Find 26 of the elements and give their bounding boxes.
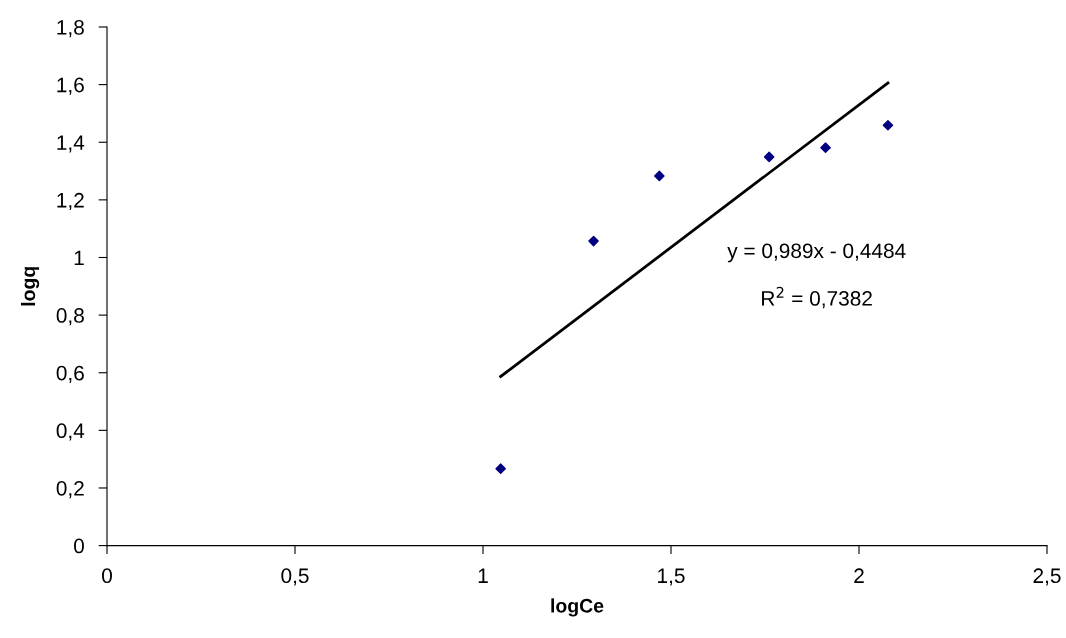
x-axis-title: logCe (551, 598, 604, 617)
x-tick-label: 1,5 (658, 568, 685, 586)
x-tick-label: 0,5 (281, 568, 309, 586)
point (882, 119, 894, 131)
x-tick-label: 2 (854, 568, 864, 583)
y-tick-label: 1,2 (57, 192, 84, 211)
annotation: y = 0,989x - 0,4484 (727, 243, 906, 263)
x-tick-label: 1 (478, 568, 488, 583)
y-axis-title: logq (20, 267, 40, 306)
y-tick-label: 0,8 (56, 308, 84, 326)
point (763, 151, 775, 163)
y-tick-label: 1,6 (57, 77, 84, 95)
y-tick-label: 0,6 (56, 365, 84, 383)
y-tick-label: 0 (74, 538, 84, 554)
y-tick-label: 0,2 (56, 480, 84, 499)
x-tick-label: 2,5 (1033, 568, 1061, 586)
y-tick-label: 1 (74, 250, 84, 266)
point (820, 142, 831, 154)
x-tick-label: 0 (102, 568, 112, 584)
point (495, 463, 506, 474)
annotation: R$^{2}$ = 0,7382 (762, 286, 872, 309)
y-tick-label: 0,4 (56, 423, 85, 441)
y-tick-label: 1,8 (57, 20, 84, 38)
point (654, 170, 665, 182)
point (588, 235, 599, 247)
y-tick-label: 1,4 (57, 135, 85, 153)
